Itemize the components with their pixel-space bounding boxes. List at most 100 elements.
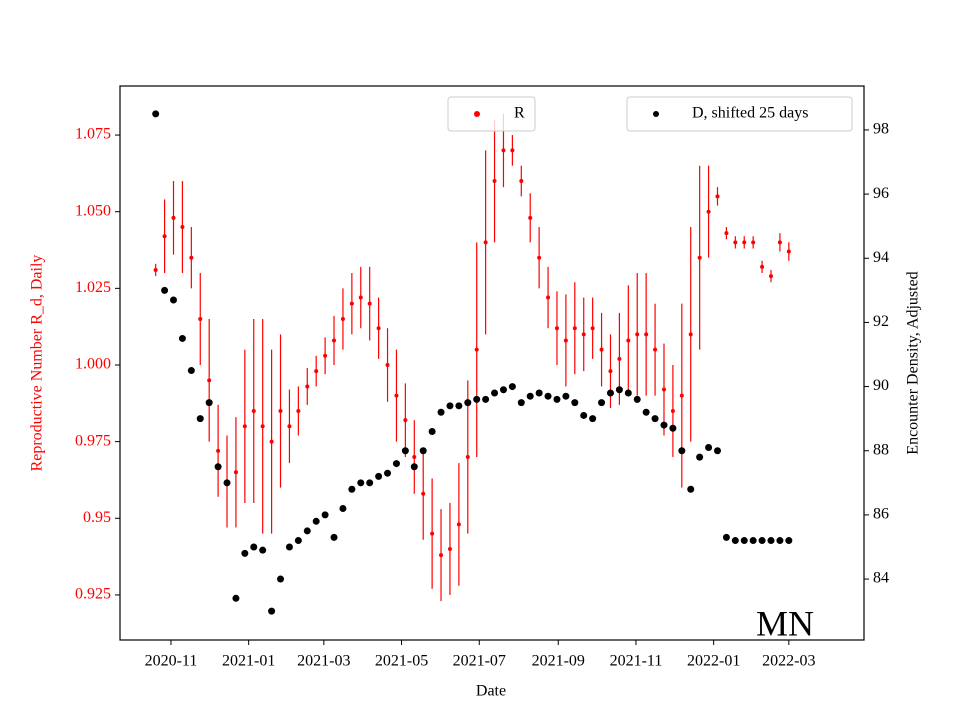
d-point bbox=[571, 399, 579, 407]
d-point bbox=[687, 485, 695, 493]
y-tick-label: 0.925 bbox=[75, 586, 111, 603]
d-point bbox=[410, 463, 418, 471]
x-axis-label: Date bbox=[476, 683, 506, 700]
r-point bbox=[465, 454, 470, 459]
d-point bbox=[366, 479, 374, 487]
x-tick-label: 2021-11 bbox=[610, 653, 663, 670]
r-point bbox=[653, 347, 658, 352]
d-point bbox=[562, 392, 570, 400]
d-point bbox=[740, 537, 748, 545]
d-point bbox=[517, 399, 525, 407]
d-point bbox=[615, 386, 623, 394]
r-point bbox=[296, 408, 301, 413]
d-point bbox=[268, 607, 276, 615]
d-point bbox=[589, 415, 597, 423]
r-point bbox=[626, 338, 631, 343]
r-point bbox=[599, 347, 604, 352]
d-point bbox=[232, 594, 240, 602]
plot-frame bbox=[119, 85, 865, 641]
d-point bbox=[178, 334, 186, 342]
r-point bbox=[180, 225, 185, 230]
d-point bbox=[196, 415, 204, 423]
d-point bbox=[535, 389, 543, 397]
d-point bbox=[357, 479, 365, 487]
d-point bbox=[660, 421, 668, 429]
r-point bbox=[287, 424, 292, 429]
y-tick-label: 1.075 bbox=[75, 126, 111, 143]
y2-axis-label: Encounter Density, Adjusted bbox=[905, 271, 922, 454]
d-point bbox=[464, 399, 472, 407]
d-point bbox=[544, 392, 552, 400]
d-point bbox=[321, 511, 329, 519]
d-point bbox=[598, 399, 606, 407]
r-point bbox=[207, 378, 212, 383]
r-point bbox=[278, 408, 283, 413]
r-point bbox=[403, 418, 408, 423]
legend-label: D, shifted 25 days bbox=[692, 105, 808, 122]
d-point bbox=[392, 460, 400, 468]
r-point bbox=[171, 215, 176, 220]
r-point bbox=[430, 531, 435, 536]
r-point bbox=[751, 240, 756, 245]
d-point bbox=[241, 549, 249, 557]
d-point bbox=[678, 447, 686, 455]
d-point bbox=[767, 537, 775, 545]
d-point bbox=[330, 533, 338, 541]
r-point bbox=[447, 546, 452, 551]
r-point bbox=[456, 522, 461, 527]
d-point bbox=[455, 402, 463, 410]
r-point bbox=[492, 179, 497, 184]
r-point bbox=[777, 240, 782, 245]
r-point bbox=[260, 424, 265, 429]
legend-box bbox=[626, 96, 853, 132]
d-point bbox=[633, 395, 641, 403]
d-point bbox=[437, 408, 445, 416]
r-point bbox=[216, 448, 221, 453]
y2-tick-label: 98 bbox=[873, 121, 889, 138]
d-point bbox=[303, 527, 311, 535]
d-point bbox=[606, 389, 614, 397]
r-point bbox=[314, 369, 319, 374]
r-point bbox=[349, 301, 354, 306]
y-tick-label: 1.000 bbox=[75, 356, 111, 373]
r-point bbox=[617, 356, 622, 361]
r-point bbox=[733, 240, 738, 245]
r-point bbox=[153, 267, 158, 272]
d-point bbox=[731, 537, 739, 545]
d-point bbox=[446, 402, 454, 410]
r-point bbox=[439, 553, 444, 558]
y2-tick-label: 86 bbox=[873, 506, 889, 523]
x-tick-label: 2021-07 bbox=[453, 653, 506, 670]
legend-box bbox=[447, 96, 536, 132]
d-point bbox=[152, 110, 160, 118]
r-point bbox=[644, 332, 649, 337]
d-point bbox=[526, 392, 534, 400]
d-point bbox=[285, 543, 293, 551]
d-point bbox=[642, 408, 650, 416]
r-point bbox=[742, 240, 747, 245]
r-point bbox=[706, 209, 711, 214]
r-point bbox=[242, 424, 247, 429]
d-point bbox=[161, 286, 169, 294]
r-point bbox=[760, 264, 765, 269]
x-tick-label: 2021-03 bbox=[297, 653, 350, 670]
r-point bbox=[376, 326, 381, 331]
r-point bbox=[572, 326, 577, 331]
y-axis-label: Reproductive Number R_d, Daily bbox=[29, 255, 46, 472]
r-point bbox=[679, 393, 684, 398]
y-tick-label: 1.050 bbox=[75, 202, 111, 219]
r-point bbox=[198, 317, 203, 322]
d-point bbox=[785, 537, 793, 545]
d-point bbox=[339, 504, 347, 512]
r-point bbox=[385, 362, 390, 367]
r-point bbox=[537, 255, 542, 260]
r-point bbox=[394, 393, 399, 398]
y2-tick-label: 84 bbox=[873, 570, 889, 587]
d-point bbox=[696, 453, 704, 461]
d-point bbox=[214, 463, 222, 471]
d-point bbox=[482, 395, 490, 403]
r-point bbox=[340, 317, 345, 322]
x-tick-label: 2021-09 bbox=[532, 653, 585, 670]
r-point bbox=[189, 255, 194, 260]
